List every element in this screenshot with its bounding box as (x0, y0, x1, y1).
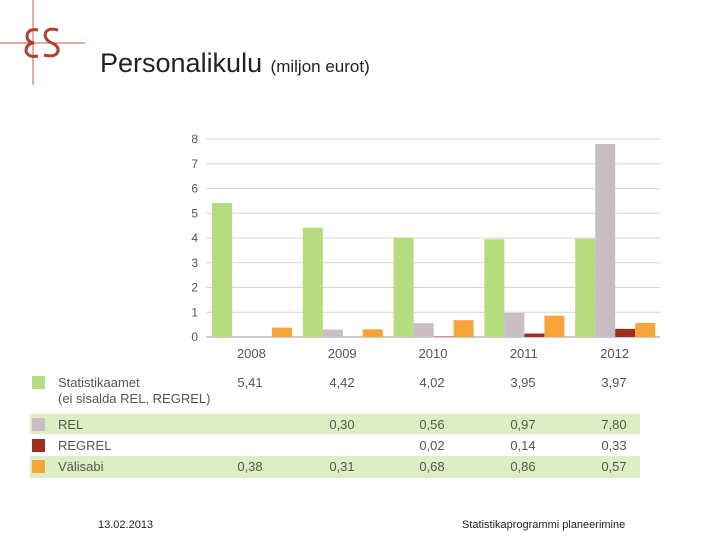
x-tick-label: 2008 (237, 346, 266, 361)
table-row: Statistikaamet (ei sisalda REL, REGREL) 5,… (30, 372, 640, 410)
legend-swatch (32, 439, 45, 452)
bar (362, 329, 383, 337)
bar (393, 237, 414, 337)
x-tick-label: 2012 (600, 346, 629, 361)
bar (212, 203, 232, 337)
data-label: 4,02 (419, 375, 445, 390)
title-unit: (miljon eurot) (270, 57, 370, 76)
data-label: 0,02 (419, 438, 445, 453)
data-label: 0,38 (237, 459, 263, 474)
data-label: 5,41 (237, 375, 263, 390)
table-row: REGREL 0,02 0,14 0,33 (30, 435, 640, 455)
data-label: 0,97 (510, 417, 536, 432)
data-label: 3,95 (510, 375, 536, 390)
series-name: Välisabi (58, 459, 104, 474)
y-tick-label: 3 (191, 256, 198, 270)
es-logo-icon (0, 0, 85, 85)
data-label: 3,97 (601, 375, 627, 390)
series-label: REGREL (58, 438, 111, 454)
series-name: REL (58, 417, 84, 432)
series-label: Statistikaamet (ei sisalda REL, REGREL) (58, 375, 210, 407)
y-tick-label: 2 (191, 281, 198, 295)
y-tick-label: 6 (191, 182, 198, 196)
y-tick-label: 5 (191, 206, 198, 220)
data-label: 0,86 (510, 459, 536, 474)
bar (504, 312, 525, 337)
legend-swatch (32, 460, 45, 473)
data-label: 0,56 (419, 417, 445, 432)
legend-swatch (32, 376, 45, 389)
x-tick-label: 2009 (328, 346, 357, 361)
series-name: Statistikaamet (58, 375, 140, 390)
y-tick-label: 7 (191, 157, 198, 171)
bar (575, 238, 596, 337)
bar (524, 333, 545, 337)
bar (413, 323, 434, 337)
title-main: Personalikulu (100, 48, 263, 78)
bar (615, 328, 636, 337)
bar (635, 322, 656, 337)
data-label: 0,31 (329, 459, 355, 474)
series-name: REGREL (58, 438, 112, 453)
x-tick-label: 2010 (419, 346, 448, 361)
y-tick-label: 8 (191, 132, 198, 146)
data-label: 7,80 (601, 417, 627, 432)
table-row: REL 0,30 0,56 0,97 7,80 (30, 414, 640, 434)
footer-title: Statistikaprogrammi planeerimine (462, 519, 626, 531)
page-title: Personalikulu (miljon eurot) (100, 48, 370, 79)
data-label: 0,68 (419, 459, 445, 474)
bar (453, 320, 474, 337)
bar (595, 143, 616, 337)
y-tick-label: 1 (191, 305, 198, 319)
bar-chart: 0 1 2 3 4 5 6 7 8 2008 2009 2010 2011 2012 (191, 132, 660, 361)
data-label: 0,30 (329, 417, 355, 432)
data-label: 0,33 (601, 438, 627, 453)
table-row: Välisabi 0,38 0,31 0,68 0,86 0,57 (30, 456, 640, 478)
series-label: REL (58, 417, 83, 433)
legend-swatch (32, 418, 45, 431)
data-label: 4,42 (329, 375, 355, 390)
bar (322, 329, 343, 337)
data-label: 0,14 (510, 438, 536, 453)
bar (302, 227, 323, 337)
footer-date: 13.02.2013 (98, 519, 154, 531)
data-label: 0,57 (601, 459, 627, 474)
bar (272, 327, 292, 337)
bar (544, 315, 565, 337)
series-label: Välisabi (58, 459, 104, 475)
bar (484, 239, 505, 337)
y-tick-label: 4 (191, 231, 198, 245)
series-name-note: (ei sisalda REL, REGREL) (58, 391, 211, 406)
y-tick-label: 0 (191, 330, 198, 344)
x-tick-label: 2011 (510, 346, 538, 361)
